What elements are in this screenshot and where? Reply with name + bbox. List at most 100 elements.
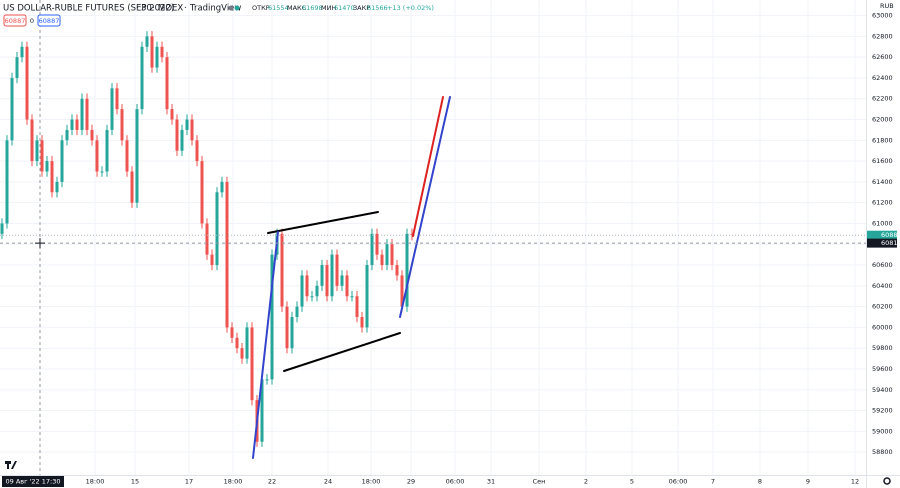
candle-body <box>305 275 309 297</box>
y-tick-label: 60000 <box>872 323 893 331</box>
candle-body <box>50 161 54 193</box>
source: TradingView <box>189 4 241 14</box>
candle-body <box>285 306 289 349</box>
candle-body <box>240 348 244 359</box>
y-tick-label: 61800 <box>872 136 893 144</box>
candle-body <box>80 98 84 130</box>
y-tick-label: 60400 <box>872 282 893 290</box>
ohlc-value: 61566 <box>367 4 388 12</box>
candle-body <box>85 98 89 130</box>
exchange: MOEX <box>158 4 183 14</box>
title: US DOLLAR-RUBLE FUTURES (SEP 2022) <box>3 4 174 14</box>
candle-body <box>260 379 264 442</box>
candle-body <box>215 192 219 266</box>
y-tick-label: 59200 <box>872 407 893 415</box>
last-price-label: 60887 <box>881 231 900 239</box>
candle-body <box>150 36 154 68</box>
candle-body <box>330 254 334 297</box>
candle-body <box>25 46 29 120</box>
spread: 0 <box>30 17 34 25</box>
trend-blue-2 <box>399 96 451 318</box>
buy-price[interactable]: 60887 <box>39 17 60 25</box>
candle-body <box>250 327 254 401</box>
x-tick-label: 29 <box>407 478 415 486</box>
y-tick-label: 59400 <box>872 386 893 394</box>
y-tick-label: 61200 <box>872 199 893 207</box>
candle-body <box>200 161 204 224</box>
candle-body <box>20 46 24 58</box>
candle-body <box>205 223 209 255</box>
trend-blue-1 <box>252 231 279 459</box>
y-tick-label: 60200 <box>872 303 893 311</box>
candle-body <box>270 254 274 380</box>
candle-body <box>75 119 79 130</box>
candle-body <box>15 57 19 78</box>
separator: · <box>152 4 155 14</box>
candle-body <box>115 88 119 110</box>
x-tick-label: 5 <box>630 478 634 486</box>
x-tick-label: 06:00 <box>446 478 465 486</box>
candle-body <box>220 181 224 193</box>
candle-body <box>155 46 159 68</box>
candle-body <box>160 46 164 58</box>
candle-body <box>405 233 409 307</box>
y-tick-label: 59800 <box>872 344 893 352</box>
ohlc-value: 61470 <box>334 4 355 12</box>
candle-body <box>395 265 399 276</box>
candle-body <box>135 109 139 203</box>
candle-body <box>40 140 44 172</box>
crosshair-price-tag <box>867 238 897 248</box>
separator: · <box>136 4 139 14</box>
candle-body <box>365 265 369 328</box>
trend-red <box>412 96 444 237</box>
y-tick-label: 61600 <box>872 157 893 165</box>
y-tick-label: 59000 <box>872 427 893 435</box>
candle-body <box>130 171 134 203</box>
channel-top <box>267 211 379 234</box>
sell-button[interactable] <box>3 14 27 27</box>
ohlc-label: ЗАКР <box>353 4 370 12</box>
candle-body <box>100 171 104 173</box>
candle-body <box>30 119 34 162</box>
buy-button[interactable] <box>37 14 61 27</box>
candle-body <box>245 327 249 359</box>
channel-bottom <box>283 332 401 372</box>
candle-body <box>145 36 149 47</box>
candle-body <box>210 254 214 266</box>
candle-body <box>295 306 299 318</box>
ohlc-label: МИН <box>321 4 336 12</box>
separator: · <box>184 4 187 14</box>
candle-body <box>60 140 64 182</box>
last-price-tag <box>867 230 897 240</box>
candle-body <box>10 77 14 141</box>
y-tick-label: 59600 <box>872 365 893 373</box>
x-tick-label: 2 <box>584 478 588 486</box>
y-tick-label: 61400 <box>872 178 893 186</box>
y-tick-label: 61000 <box>872 219 893 227</box>
candle-body <box>70 119 74 130</box>
candle-body <box>45 161 49 172</box>
status-dot <box>228 5 234 11</box>
candle-body <box>235 337 239 349</box>
currency: RUB <box>880 2 894 10</box>
candle-body <box>55 181 59 193</box>
ohlc-value: 61554 <box>268 4 289 12</box>
x-tick-label: Сен <box>533 478 546 486</box>
x-tick-label: 7 <box>711 478 715 486</box>
candle-body <box>230 327 234 338</box>
candle-body <box>105 129 109 172</box>
sell-price[interactable]: 60887 <box>5 17 26 25</box>
y-tick-label: 62600 <box>872 53 893 61</box>
candle-body <box>375 233 379 255</box>
x-tick-label: 06:00 <box>669 478 688 486</box>
candle-body <box>5 140 9 224</box>
drawings <box>252 96 451 459</box>
settings-icon[interactable] <box>883 477 891 485</box>
candle-body <box>225 181 229 328</box>
x-tick-label: 9 <box>806 478 810 486</box>
candle-body <box>165 57 169 110</box>
candle-body <box>340 275 344 286</box>
candle-body <box>170 109 174 120</box>
tv-logo[interactable] <box>5 461 17 469</box>
candle-body <box>355 296 359 318</box>
